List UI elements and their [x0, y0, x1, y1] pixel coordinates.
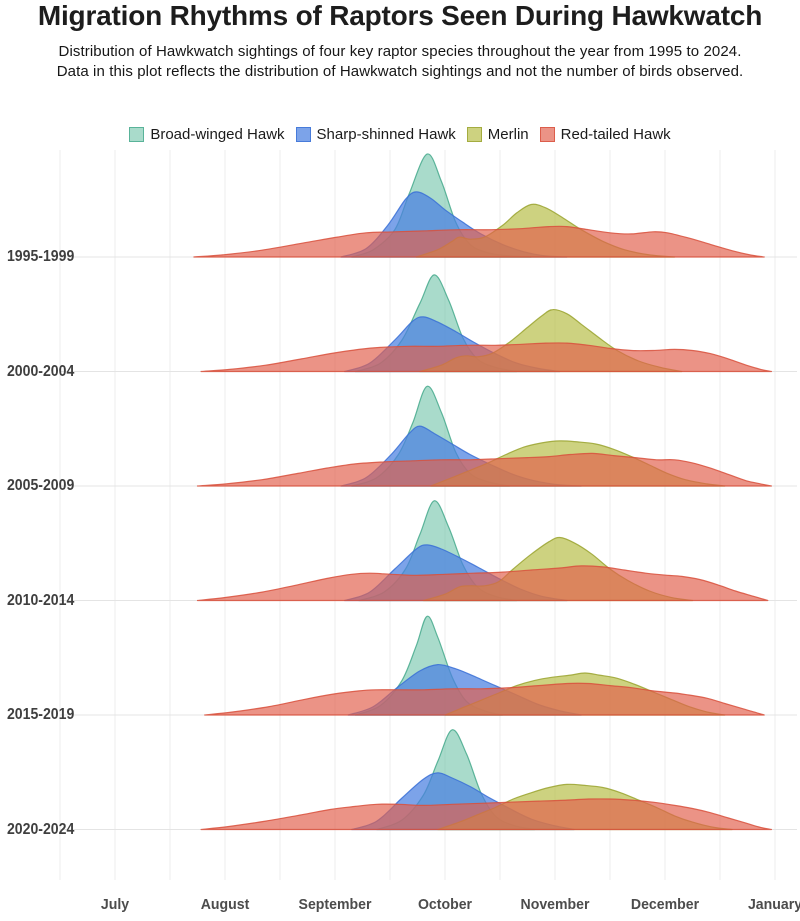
x-axis-label-october: October — [417, 896, 473, 913]
x-axis-label-november: November — [520, 896, 590, 913]
chart-title: Migration Rhythms of Raptors Seen During… — [37, 0, 763, 31]
density-row-2015-2019 — [204, 615, 765, 716]
density-red-tailed-hawk — [196, 452, 772, 487]
legend-item-broad-winged-hawk: Broad-winged Hawk — [129, 126, 285, 143]
x-axis-label-january: January — [747, 896, 800, 913]
legend-item-sharp-shinned-hawk: Sharp-shinned Hawk — [295, 126, 456, 143]
chart-subtitle-line1: Distribution of Hawkwatch sightings of f… — [58, 43, 742, 60]
legend-item-red-tailed-hawk: Red-tailed Hawk — [539, 126, 671, 143]
chart-subtitle-line2: Data in this plot reflects the distribut… — [56, 63, 744, 80]
y-axis-label-2005-2009: 2005-2009 — [6, 477, 75, 494]
density-red-tailed-hawk — [193, 225, 765, 258]
legend: Broad-winged Hawk Sharp-shinned Hawk Mer… — [0, 126, 800, 143]
y-axis-label-1995-1999: 1995-1999 — [6, 248, 75, 265]
density-red-tailed-hawk — [200, 798, 772, 831]
y-axis-label-2000-2004: 2000-2004 — [6, 362, 75, 380]
legend-label-sharp-shinned-hawk: Sharp-shinned Hawk — [316, 126, 456, 143]
density-row-2020-2024 — [200, 729, 772, 831]
legend-swatch-sharp-shinned-hawk — [295, 127, 311, 142]
x-axis-label-september: September — [298, 896, 372, 913]
x-axis-label-august: August — [200, 896, 250, 913]
legend-item-merlin: Merlin — [466, 126, 529, 143]
y-axis-label-2015-2019: 2015-2019 — [6, 706, 75, 723]
density-row-1995-1999 — [193, 153, 765, 258]
legend-label-red-tailed-hawk: Red-tailed Hawk — [560, 126, 671, 143]
legend-label-broad-winged-hawk: Broad-winged Hawk — [150, 126, 285, 143]
density-red-tailed-hawk — [204, 682, 765, 716]
density-row-2005-2009 — [196, 385, 772, 487]
density-red-tailed-hawk — [196, 565, 769, 602]
density-red-tailed-hawk — [200, 342, 772, 373]
legend-swatch-merlin — [466, 127, 482, 142]
density-row-2000-2004 — [200, 274, 772, 373]
y-axis-label-2020-2024: 2020-2024 — [6, 820, 75, 838]
density-row-2010-2014 — [196, 500, 769, 602]
y-axis-label-2010-2014: 2010-2014 — [6, 591, 75, 609]
legend-swatch-red-tailed-hawk — [539, 127, 555, 142]
legend-swatch-broad-winged-hawk — [129, 127, 145, 142]
legend-label-merlin: Merlin — [487, 126, 529, 143]
x-axis-label-december: December — [630, 896, 700, 913]
x-axis-label-july: July — [100, 896, 130, 913]
